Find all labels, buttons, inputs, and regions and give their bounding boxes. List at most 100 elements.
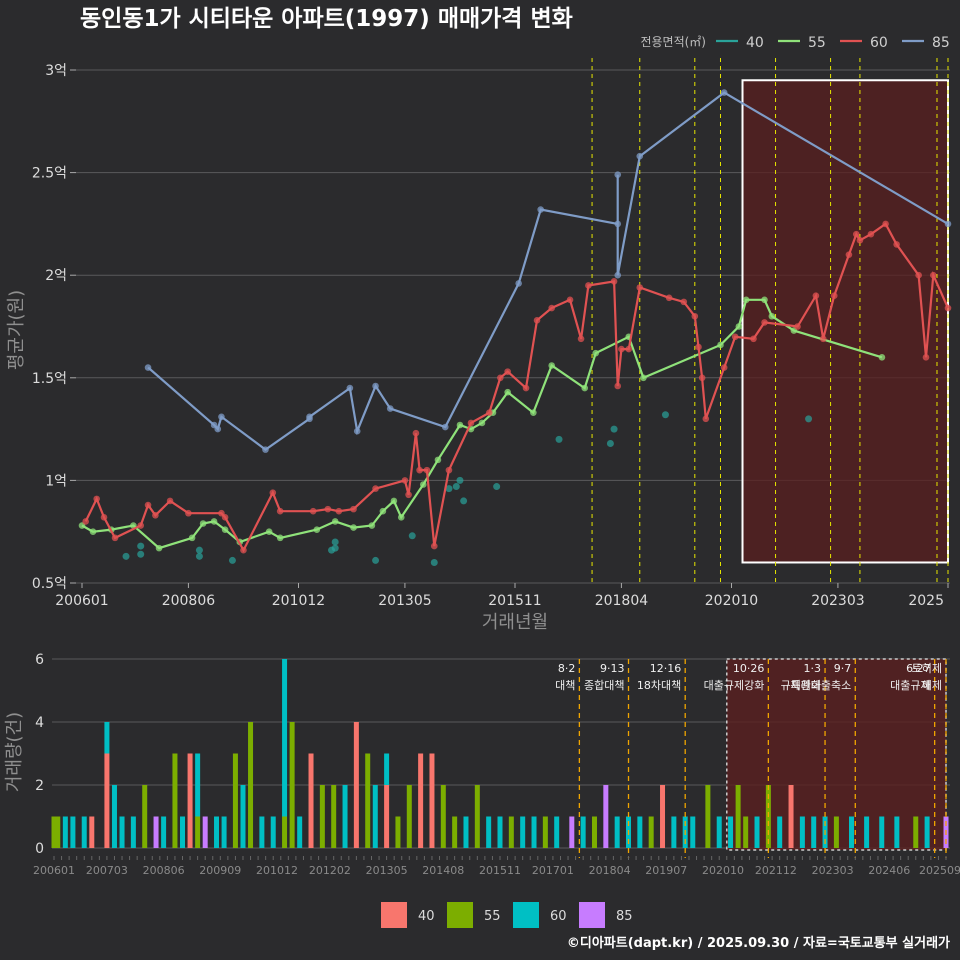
- bar-60: [297, 816, 303, 848]
- point-55: [768, 312, 776, 320]
- bar-55: [232, 753, 238, 848]
- legend-label-60: 60: [870, 35, 888, 51]
- point-55: [640, 374, 647, 382]
- point-40: [331, 538, 339, 546]
- bar-60: [728, 816, 734, 848]
- point-85: [218, 413, 225, 421]
- x-tick-label: 201804: [589, 864, 631, 877]
- point-85: [720, 89, 728, 96]
- volume-panel: 0 2 4 6 8·2 대책 9·13 종합대책 12·16 18차대책 10·26 대출규제강화 1·…: [4, 652, 960, 877]
- legend-key-85: [579, 902, 605, 928]
- bar-60: [849, 816, 855, 848]
- point-55: [350, 524, 357, 531]
- point-60: [412, 429, 420, 437]
- point-60: [221, 514, 229, 521]
- bar-55: [365, 753, 371, 848]
- annotation-date: 12·16: [650, 662, 682, 675]
- x-tick-label: 201012: [256, 864, 298, 877]
- bar-55: [142, 785, 148, 848]
- point-60: [577, 335, 585, 343]
- bar-60: [463, 816, 469, 848]
- point-40: [137, 542, 145, 550]
- point-55: [210, 518, 218, 525]
- point-60: [137, 522, 145, 529]
- bar-60: [161, 816, 167, 848]
- bar-60: [180, 816, 186, 848]
- x-tick-label: 201408: [422, 864, 464, 877]
- point-60: [618, 345, 625, 353]
- bar-60: [716, 816, 722, 848]
- x-tick-label: 202010: [705, 593, 758, 609]
- point-60: [761, 319, 768, 326]
- point-60: [144, 501, 152, 509]
- bar-60: [811, 816, 817, 848]
- bar-55: [440, 785, 446, 848]
- bar-55: [743, 816, 749, 848]
- point-55: [434, 456, 442, 464]
- point-60: [812, 292, 820, 300]
- bar-40: [187, 753, 193, 848]
- y-tick-label: 2: [35, 778, 44, 794]
- point-85: [614, 220, 622, 228]
- point-55: [456, 421, 464, 429]
- legend-label-85: 85: [616, 909, 633, 924]
- point-85: [537, 206, 544, 213]
- bar-60: [130, 816, 136, 848]
- point-60: [819, 335, 827, 343]
- bar-85: [202, 816, 208, 848]
- point-55: [265, 528, 273, 535]
- point-60: [467, 419, 475, 427]
- x-tick-label: 202509: [919, 864, 960, 877]
- bar-60: [62, 816, 68, 848]
- point-40: [452, 483, 460, 491]
- point-60: [698, 374, 706, 382]
- legend-label-55: 55: [808, 35, 826, 51]
- point-60: [111, 534, 119, 542]
- point-40: [430, 558, 438, 566]
- point-40: [137, 550, 145, 558]
- volume-legend: 40 55 60 85: [381, 902, 633, 928]
- legend-label-85: 85: [932, 35, 950, 51]
- point-60: [430, 542, 438, 550]
- bar-85: [569, 816, 575, 848]
- point-60: [614, 382, 622, 390]
- legend-label-40: 40: [746, 35, 764, 51]
- point-60: [93, 495, 100, 503]
- point-60: [665, 294, 673, 302]
- point-60: [185, 509, 192, 517]
- x-axis-title: 거래년월: [482, 612, 548, 633]
- bar-40: [384, 785, 390, 848]
- annotation-text: 해제: [922, 678, 942, 692]
- point-60: [309, 507, 317, 515]
- x-tick-label: 202406: [868, 864, 910, 877]
- point-60: [405, 491, 412, 499]
- bar-60: [894, 816, 900, 848]
- bar-40: [104, 753, 110, 848]
- annotation-text: 대출규제강화: [704, 679, 765, 692]
- bar-85: [603, 785, 609, 848]
- x-tick-label: 201907: [645, 864, 687, 877]
- x-tick-label: 200601: [33, 864, 75, 877]
- bar-60: [282, 659, 288, 817]
- bar-60: [221, 816, 227, 848]
- point-60: [893, 241, 900, 248]
- point-60: [845, 251, 853, 258]
- y-axis-title: 평균가(원): [6, 290, 27, 370]
- point-60: [680, 298, 688, 306]
- annotation-text: 특례대출축소: [791, 679, 852, 692]
- area-legend: 전용면적(㎡) 40 55 60 85: [640, 35, 949, 51]
- source-caption: ©디아파트(dapt.kr) / 2025.09.30 / 자료=국토교통부 실…: [567, 935, 950, 951]
- point-85: [441, 423, 449, 431]
- bar-60: [270, 816, 276, 848]
- point-60: [695, 343, 702, 351]
- point-40: [555, 435, 563, 443]
- bar-55: [542, 816, 548, 848]
- y-tick-label: 1.5억: [32, 371, 67, 387]
- point-60: [350, 505, 357, 513]
- bar-60: [372, 785, 378, 848]
- x-tick-label: 202303: [812, 864, 854, 877]
- point-60: [566, 296, 574, 304]
- point-60: [794, 323, 801, 330]
- point-85: [144, 364, 152, 371]
